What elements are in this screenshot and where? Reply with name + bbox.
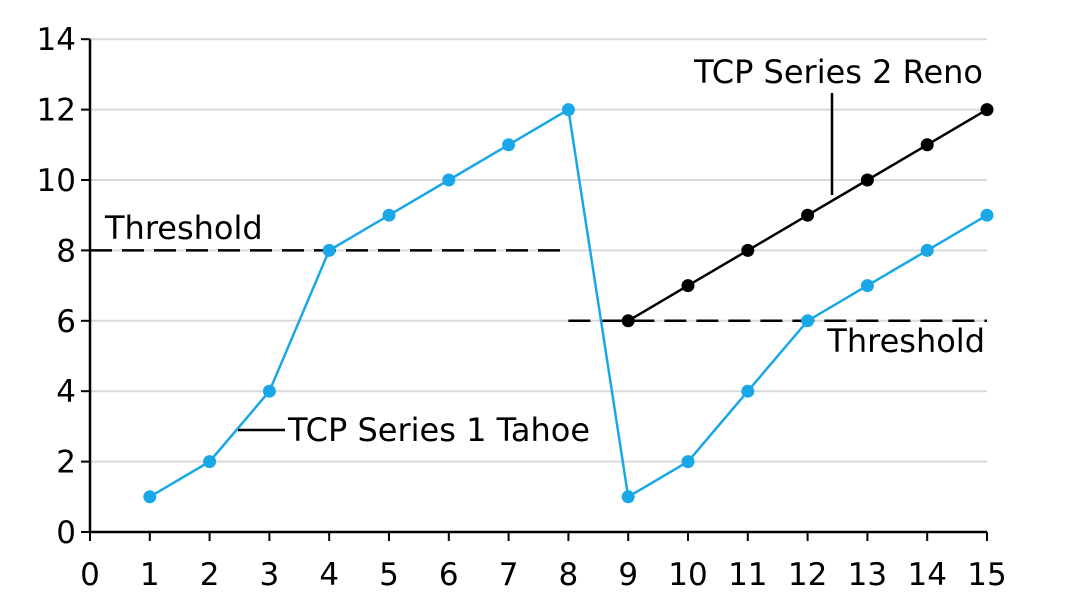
series-2-point-9 (621, 314, 635, 328)
x-tick-label-14: 14 (907, 557, 946, 593)
tahoe-series-label: TCP Series 1 Tahoe (287, 411, 590, 449)
series-1-point-5 (382, 208, 396, 222)
series-1-point-2 (203, 455, 217, 469)
x-tick-label-15: 15 (967, 557, 1006, 593)
axes (81, 38, 988, 541)
series-1-point-3 (262, 384, 276, 398)
series-2-point-10 (681, 279, 695, 293)
annotations: Threshold Threshold TCP Series 1 Tahoe T… (104, 53, 985, 449)
y-tick-label-4: 4 (56, 374, 76, 410)
reno-series-label: TCP Series 2 Reno (693, 53, 983, 91)
x-tick-label-10: 10 (668, 557, 707, 593)
x-tick-label-3: 3 (260, 557, 280, 593)
threshold-lines (90, 249, 987, 323)
series-1-point-8 (561, 103, 575, 117)
series-1-point-9 (621, 490, 635, 504)
series-1-point-13 (860, 279, 874, 293)
series-1-point-11 (741, 384, 755, 398)
x-tick-label-0: 0 (80, 557, 100, 593)
x-tick-label-8: 8 (559, 557, 579, 593)
y-tick-label-6: 6 (56, 304, 76, 340)
x-tick-label-4: 4 (319, 557, 339, 593)
x-tick-label-11: 11 (728, 557, 767, 593)
x-tick-label-7: 7 (499, 557, 519, 593)
y-tick-label-14: 14 (37, 22, 76, 58)
series-2-point-11 (741, 243, 755, 257)
series-2-point-15 (980, 103, 994, 117)
series-1-point-6 (442, 173, 456, 187)
series-1-point-7 (502, 138, 516, 152)
series-1-point-15 (980, 208, 994, 222)
x-tick-label-2: 2 (200, 557, 220, 593)
y-tick-label-12: 12 (37, 93, 76, 129)
x-tick-label-5: 5 (379, 557, 399, 593)
y-tick-label-0: 0 (56, 515, 76, 551)
series-1-point-4 (322, 243, 336, 257)
series-1-point-10 (681, 455, 695, 469)
series-2-point-13 (860, 173, 874, 187)
threshold-label-1: Threshold (104, 209, 263, 247)
threshold-label-2: Threshold (826, 322, 985, 360)
x-tick-label-12: 12 (788, 557, 827, 593)
x-tick-label-1: 1 (140, 557, 160, 593)
series-1-point-12 (801, 314, 815, 328)
data-series (143, 103, 994, 504)
series-1-point-14 (920, 243, 934, 257)
x-tick-label-13: 13 (848, 557, 887, 593)
series-2-point-14 (920, 138, 934, 152)
series-1-point-1 (143, 490, 157, 504)
x-tick-label-9: 9 (618, 557, 638, 593)
y-tick-label-2: 2 (56, 445, 76, 481)
y-tick-label-10: 10 (37, 163, 76, 199)
series-2-point-12 (801, 208, 815, 222)
y-tick-label-8: 8 (56, 233, 76, 269)
x-tick-label-6: 6 (439, 557, 459, 593)
